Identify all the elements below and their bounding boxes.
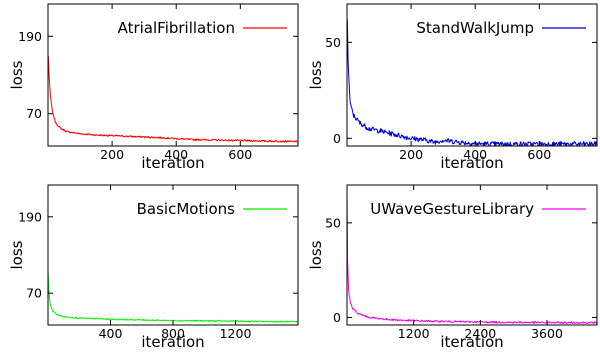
x-tick-label: 3600 [531, 326, 563, 341]
x-tick-label: 2400 [464, 326, 496, 341]
x-tick-label: 1200 [398, 326, 430, 341]
x-tick-label: 400 [99, 326, 123, 341]
y-tick-label: 0 [333, 131, 341, 146]
x-tick-label: 400 [164, 147, 188, 162]
x-axis-label: iteration [440, 333, 503, 351]
x-tick-label: 600 [228, 147, 252, 162]
y-axis-label: loss [307, 60, 325, 89]
y-tick-label: 70 [26, 106, 42, 121]
chart-panel-2: 200 400 600 0 50 iteration loss StandWalkJump [307, 3, 598, 172]
x-tick-label: 200 [399, 147, 423, 162]
y-tick-label: 190 [18, 29, 42, 44]
x-axis-label: iteration [141, 333, 204, 351]
y-tick-label: 190 [18, 209, 42, 224]
x-tick-label: 200 [100, 147, 124, 162]
plot-frame-2 [346, 3, 598, 147]
series-line-3 [48, 274, 298, 323]
series-line-4 [347, 200, 597, 324]
plot-frame-4 [346, 184, 598, 326]
legend-label: StandWalkJump [416, 19, 534, 37]
legend-label: UWaveGestureLibrary [370, 200, 534, 218]
y-tick-label: 50 [325, 215, 341, 230]
x-tick-label: 800 [161, 326, 185, 341]
y-axis-label: loss [307, 240, 325, 269]
series-line-2 [347, 19, 597, 146]
y-axis-label: loss [8, 240, 26, 269]
y-tick-label: 70 [26, 286, 42, 301]
plot-frame-1 [47, 3, 299, 147]
series-line-1 [48, 55, 298, 143]
y-tick-label: 50 [325, 35, 341, 50]
x-axis-label: iteration [141, 154, 204, 172]
legend-label: AtrialFibrillation [118, 19, 235, 37]
x-axis-label: iteration [440, 154, 503, 172]
chart-panel-3: 400 800 1200 70 190 iteration loss BasicMotions [8, 184, 299, 351]
x-tick-label: 1200 [220, 326, 252, 341]
chart-panel-4: 1200 2400 3600 0 50 iteration loss UWaveGesture… [307, 184, 598, 351]
legend-label: BasicMotions [137, 200, 236, 218]
x-tick-label: 400 [463, 147, 487, 162]
chart-panel-1: 200 400 600 70 190 iteration loss AtrialFibrill… [8, 3, 299, 172]
y-axis-label: loss [8, 60, 26, 89]
x-tick-label: 600 [527, 147, 551, 162]
y-tick-label: 0 [333, 310, 341, 325]
